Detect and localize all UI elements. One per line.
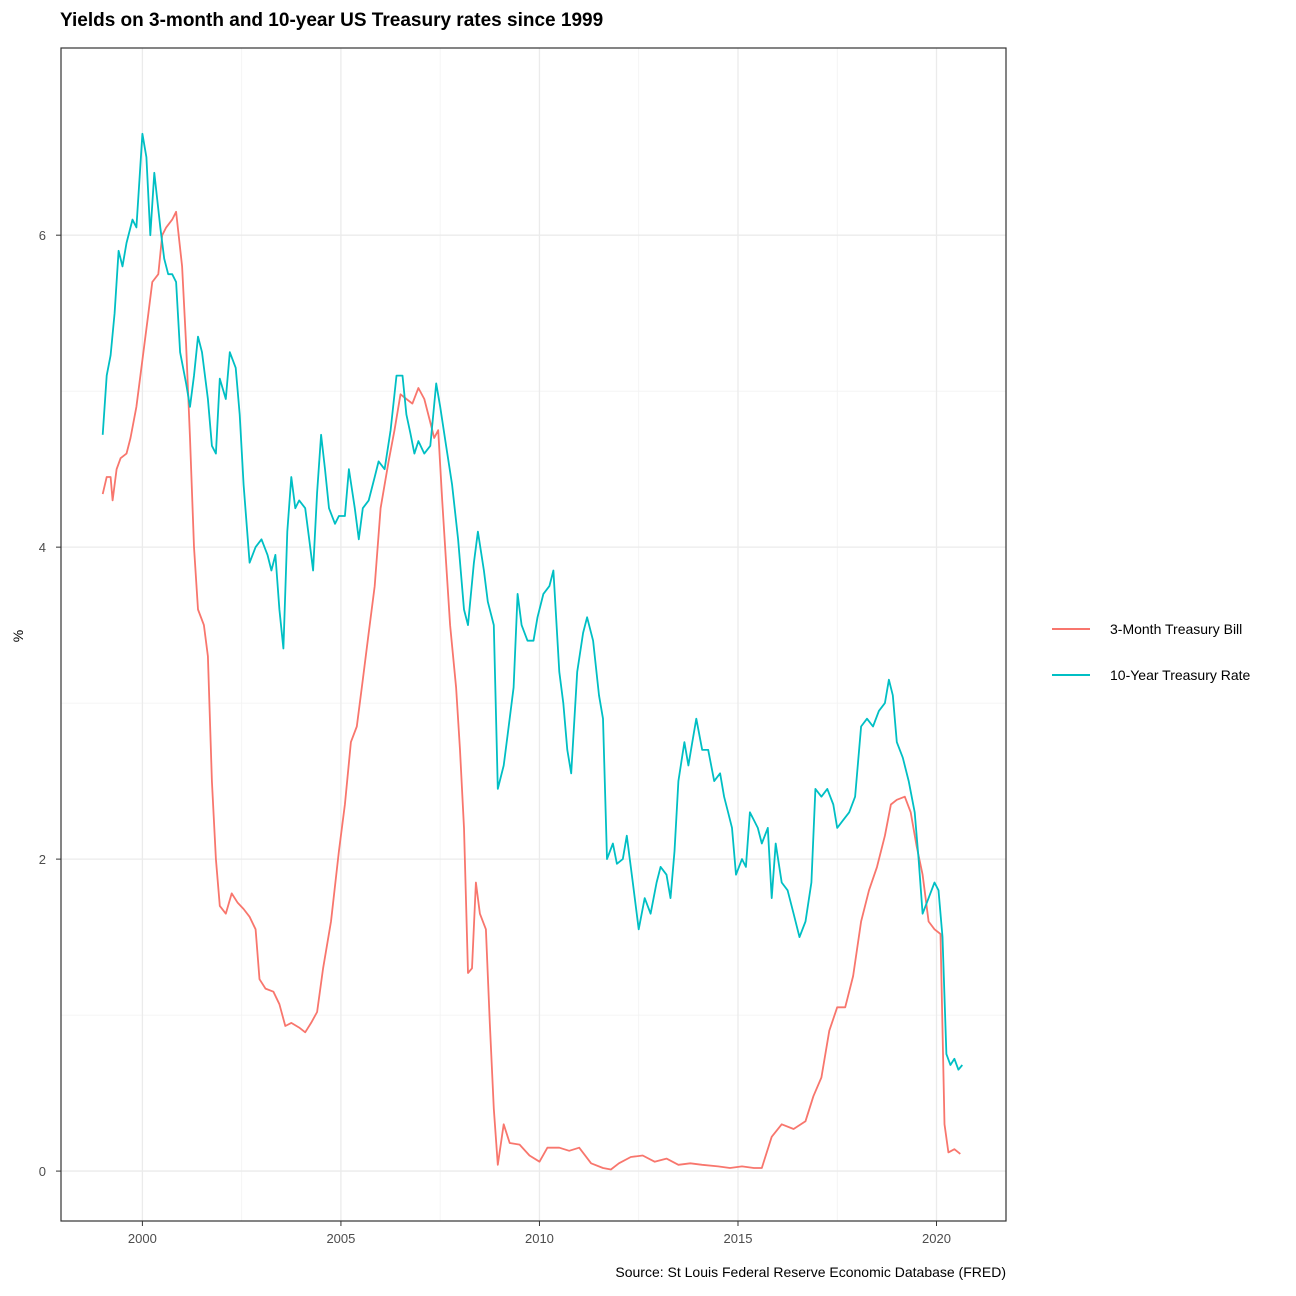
y-tick-label: 2	[39, 852, 46, 867]
axis-layer: 2000 2005 2010 2015 2020 0 2 4 6	[39, 228, 951, 1246]
x-tick-label: 2005	[326, 1231, 355, 1246]
legend: 3-Month Treasury Bill 10-Year Treasury R…	[1052, 606, 1250, 698]
y-tick-label: 6	[39, 228, 46, 243]
x-tick-label: 2020	[922, 1231, 951, 1246]
x-tick-label: 2015	[724, 1231, 753, 1246]
legend-item-10-year: 10-Year Treasury Rate	[1052, 652, 1250, 698]
plot-border	[60, 47, 1007, 1222]
y-tick-label: 0	[39, 1164, 46, 1179]
legend-label-3-month: 3-Month Treasury Bill	[1110, 621, 1243, 637]
legend-key-10-year	[1052, 674, 1090, 676]
grid-layer	[61, 48, 1006, 1221]
y-axis-label: %	[10, 629, 27, 643]
series-line-10-year	[101, 132, 963, 1071]
source-caption: Source: St Louis Federal Reserve Economi…	[615, 1264, 1006, 1280]
chart-title: Yields on 3-month and 10-year US Treasur…	[60, 10, 604, 31]
series-layer	[101, 132, 963, 1171]
legend-label-10-year: 10-Year Treasury Rate	[1110, 667, 1251, 683]
legend-key-3-month	[1052, 628, 1090, 630]
legend-item-3-month: 3-Month Treasury Bill	[1052, 606, 1250, 652]
x-tick-label: 2010	[525, 1231, 554, 1246]
y-tick-label: 4	[39, 540, 46, 555]
series-line-3-month	[101, 210, 961, 1171]
x-tick-label: 2000	[128, 1231, 157, 1246]
